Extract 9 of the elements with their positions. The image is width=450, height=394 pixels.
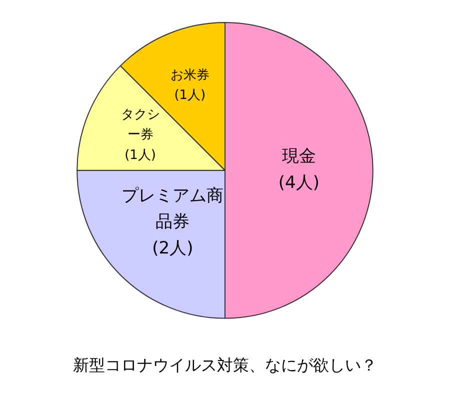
data-label: (4人) bbox=[278, 172, 320, 193]
slice-label: 現金 bbox=[282, 146, 316, 167]
slice-label: お米券 bbox=[170, 68, 210, 83]
data-label: (2人) bbox=[152, 238, 194, 258]
text: 新型コロナウイルス対策、なにが欲しい？ bbox=[73, 356, 377, 375]
slice-label: プレミアム商品券 bbox=[122, 186, 224, 232]
data-label: (1人) bbox=[174, 88, 206, 104]
data-label: (1人) bbox=[124, 148, 156, 163]
slice-label: タクシー券 bbox=[120, 108, 160, 143]
